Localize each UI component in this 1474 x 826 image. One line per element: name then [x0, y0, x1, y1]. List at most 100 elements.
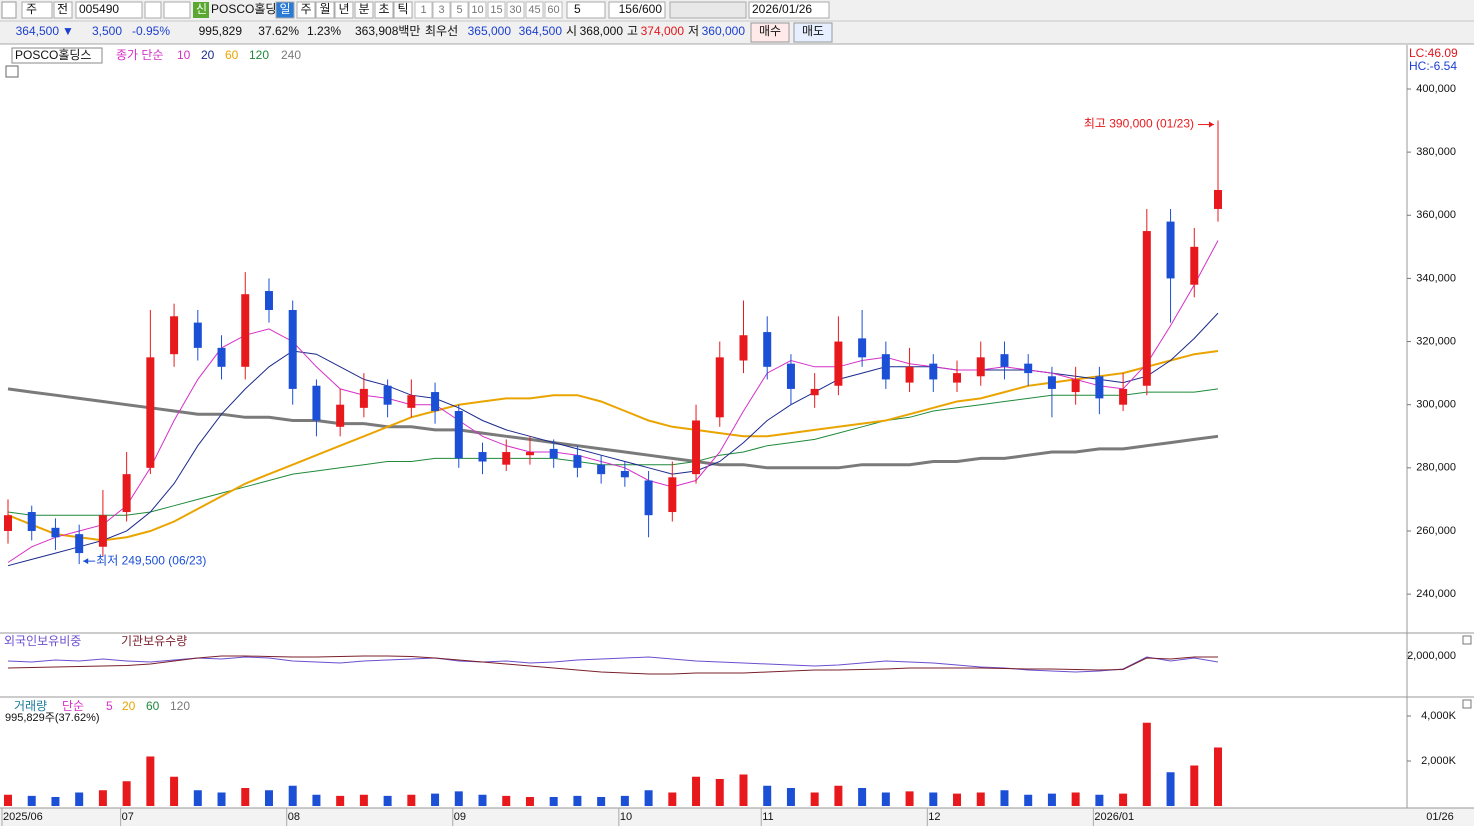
ma-legend: 240: [281, 48, 301, 62]
minute-button[interactable]: [414, 1, 433, 19]
volume-bar: [810, 792, 819, 806]
candle-body: [122, 474, 131, 513]
date: 2026/01/26: [752, 2, 812, 16]
candle-body: [834, 341, 843, 386]
high-label: 고: [627, 24, 638, 38]
x-tick-label: 09: [454, 811, 466, 823]
x-axis-strip: [0, 808, 1474, 826]
minute-label: 45: [528, 4, 540, 16]
tool-icons[interactable]: [669, 1, 747, 19]
table-icon[interactable]: [5, 65, 19, 78]
period-button[interactable]: [374, 1, 394, 19]
period-label: 일: [279, 2, 290, 16]
ma-line: [7, 240, 1219, 563]
lc-label: LC:46.09: [1409, 46, 1458, 60]
candle-body: [1047, 376, 1056, 389]
minute-button[interactable]: [525, 1, 544, 19]
candle-body: [431, 392, 440, 412]
period-button[interactable]: [275, 1, 295, 19]
indicator-line: [7, 655, 1218, 675]
period-button[interactable]: [354, 1, 374, 19]
minute-label: 60: [547, 4, 559, 16]
candle-body: [692, 420, 701, 475]
y-tick-label: 260,000: [1416, 525, 1456, 537]
ma-legend: 10: [177, 48, 191, 62]
price: 364,500: [16, 24, 60, 38]
y-tick-label: 300,000: [1416, 399, 1456, 411]
minute-button[interactable]: [487, 1, 506, 19]
market-select[interactable]: [21, 1, 53, 19]
indicator-legend: 기관보유수량: [121, 634, 187, 648]
candle-body: [810, 388, 819, 396]
date-input[interactable]: [748, 1, 830, 19]
period-button[interactable]: [334, 1, 354, 19]
candle-body: [51, 527, 60, 538]
candle-body: [1095, 376, 1104, 399]
volume-bar: [217, 792, 226, 806]
volume-bar: [454, 791, 463, 806]
minute-button[interactable]: [450, 1, 469, 19]
window-icon[interactable]: [1, 1, 17, 19]
minute-button[interactable]: [468, 1, 487, 19]
minute-label: 5: [456, 4, 462, 16]
candle-body: [312, 385, 321, 421]
buy-button[interactable]: [750, 22, 790, 43]
best-ask: 365,000: [468, 24, 512, 38]
y-tick-label: 380,000: [1416, 146, 1456, 158]
volume-bar: [1095, 794, 1104, 806]
volume-bar: [4, 794, 12, 806]
all-button[interactable]: [53, 1, 73, 19]
open-label: 시: [566, 24, 577, 38]
volume-bar: [288, 785, 297, 806]
candle-body: [407, 395, 416, 408]
candle-body: [170, 316, 179, 355]
hc-label: HC:-6.54: [1409, 59, 1457, 73]
low-label: 저: [688, 24, 699, 38]
new-badge[interactable]: [193, 2, 209, 18]
candle-body: [1119, 388, 1128, 405]
candle-body: [217, 347, 226, 367]
search-button[interactable]: [144, 1, 162, 19]
volume-ratio: 37.62%: [258, 24, 299, 38]
volume: 995,829: [199, 24, 243, 38]
candle-body: [905, 366, 914, 383]
candle-body: [881, 354, 890, 380]
volume-bar: [976, 792, 985, 806]
volume-bar: [431, 793, 440, 806]
count-select[interactable]: [566, 1, 606, 19]
minute-button[interactable]: [432, 1, 451, 19]
y-tick-label: 280,000: [1416, 462, 1456, 474]
candle-body: [858, 338, 867, 358]
x-tick-label: 10: [620, 811, 632, 823]
period-button[interactable]: [296, 1, 316, 19]
high-annotation: 최고 390,000 (01/23): [1084, 117, 1194, 131]
candle-body: [715, 357, 724, 418]
open: 368,000: [580, 24, 624, 38]
panel-button[interactable]: [1462, 635, 1472, 645]
volume-bar: [27, 795, 36, 806]
candle-body: [1142, 231, 1151, 386]
candle-body: [668, 477, 677, 513]
volume-bar: [597, 796, 606, 806]
volume-bar: [407, 794, 416, 806]
stock-name: POSCO홀딩: [211, 2, 276, 16]
volume-bar: [478, 794, 487, 806]
panel-button[interactable]: [1462, 699, 1472, 709]
y-tick-label: 2,000,000: [1407, 650, 1456, 662]
candle-body: [953, 373, 962, 383]
sell-button[interactable]: [793, 22, 833, 43]
volume-bar: [549, 796, 558, 806]
all: 전: [57, 2, 68, 16]
candle-body: [597, 464, 606, 475]
period-button[interactable]: [393, 1, 413, 19]
code-input[interactable]: [75, 1, 143, 19]
period-button[interactable]: [315, 1, 335, 19]
y-tick-label: 4,000K: [1421, 710, 1457, 722]
sound-button[interactable]: [163, 1, 191, 19]
minute-button[interactable]: [544, 1, 563, 19]
candle-body: [620, 470, 629, 478]
candle-body: [478, 452, 487, 462]
minute-button[interactable]: [506, 1, 525, 19]
